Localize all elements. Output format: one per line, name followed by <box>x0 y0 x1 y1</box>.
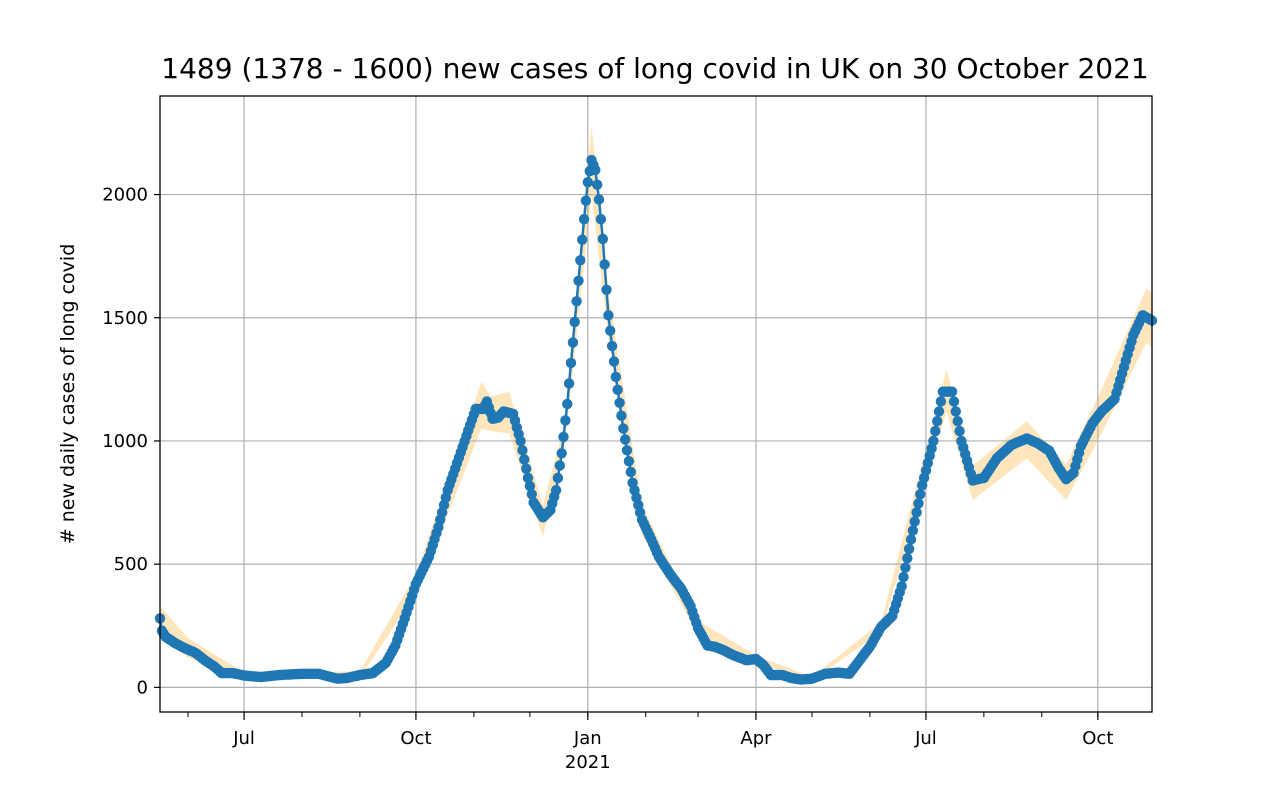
data-point <box>948 396 960 407</box>
data-point <box>517 445 528 456</box>
data-point <box>575 255 586 266</box>
x-tick-label: Jul <box>232 728 255 749</box>
data-point <box>573 275 584 286</box>
data-point <box>913 498 924 509</box>
data-point <box>608 356 620 367</box>
series-line <box>158 155 1153 681</box>
data-point <box>952 416 963 427</box>
data-point <box>550 485 562 496</box>
data-point <box>521 463 532 474</box>
confidence-band-layer <box>160 125 1152 681</box>
data-point <box>563 378 575 389</box>
confidence-band <box>160 125 1152 681</box>
x-tick-label: Jan <box>573 728 602 749</box>
data-point <box>900 562 911 573</box>
data-point <box>928 435 939 447</box>
data-point <box>519 454 530 465</box>
grid-layer <box>160 96 1152 712</box>
x-tick-label: Oct <box>400 728 431 749</box>
data-point <box>526 489 537 500</box>
data-point <box>933 406 945 417</box>
data-point <box>601 284 612 295</box>
data-point <box>554 460 565 471</box>
data-point <box>896 581 907 592</box>
y-tick-label: 1500 <box>102 308 148 329</box>
data-point <box>562 398 573 410</box>
data-point <box>597 233 608 245</box>
data-point <box>606 340 618 352</box>
data-point <box>522 472 534 484</box>
data-point <box>950 406 961 417</box>
data-point <box>909 516 920 527</box>
data-point <box>578 214 590 225</box>
tick-labels-layer: 0 500 1000 1500 2000 Jul Oct Jan 2021 Apr Jul Oct <box>102 185 1113 773</box>
data-point <box>902 553 913 564</box>
data-point <box>582 177 593 188</box>
data-point <box>946 386 958 397</box>
x-tick-label: Oct <box>1082 728 1113 749</box>
data-point <box>599 259 610 270</box>
data-point <box>905 534 917 545</box>
data-point <box>603 310 614 321</box>
data-point <box>614 397 625 408</box>
y-axis-label: # new daily cases of long covid <box>57 244 79 544</box>
data-point <box>930 425 941 437</box>
data-point <box>552 472 564 484</box>
data-point <box>610 371 621 383</box>
chart-title: 1489 (1378 - 1600) new cases of long cov… <box>161 52 1149 85</box>
data-point <box>593 194 605 205</box>
data-point <box>592 179 603 190</box>
x-tick-label: Apr <box>740 728 772 749</box>
x-tick-sublabel: 2021 <box>565 752 611 773</box>
data-point <box>569 316 580 328</box>
data-point <box>932 416 943 427</box>
data-point <box>571 296 582 307</box>
data-point <box>567 337 579 348</box>
y-tick-label: 1000 <box>102 431 148 452</box>
y-tick-label: 500 <box>114 554 148 575</box>
data-point <box>524 480 536 492</box>
data-point <box>577 234 588 245</box>
data-point <box>621 445 633 456</box>
data-point <box>915 489 926 500</box>
data-point <box>620 434 631 445</box>
y-tick-label: 0 <box>137 677 148 698</box>
data-point <box>556 448 567 459</box>
ticks-layer <box>154 193 1099 720</box>
data-point <box>590 164 601 176</box>
data-point <box>580 195 592 206</box>
data-points-layer <box>154 154 1158 685</box>
data-point <box>903 543 915 555</box>
data-point <box>616 410 627 421</box>
data-point <box>954 425 965 437</box>
data-point <box>558 431 569 443</box>
data-point <box>911 507 922 518</box>
data-point <box>565 357 577 369</box>
data-point <box>595 214 607 225</box>
data-point <box>515 435 526 447</box>
x-tick-label: Jul <box>914 728 937 749</box>
y-tick-label: 2000 <box>102 185 148 206</box>
data-point <box>618 423 629 434</box>
data-point <box>560 415 571 426</box>
data-point <box>612 384 623 395</box>
series-line-layer <box>158 155 1153 681</box>
data-point <box>623 456 635 467</box>
data-point <box>605 325 616 336</box>
data-point <box>898 571 909 583</box>
data-point <box>625 466 636 478</box>
data-point <box>907 525 919 536</box>
data-point <box>935 396 947 407</box>
plot-frame <box>159 95 1153 713</box>
